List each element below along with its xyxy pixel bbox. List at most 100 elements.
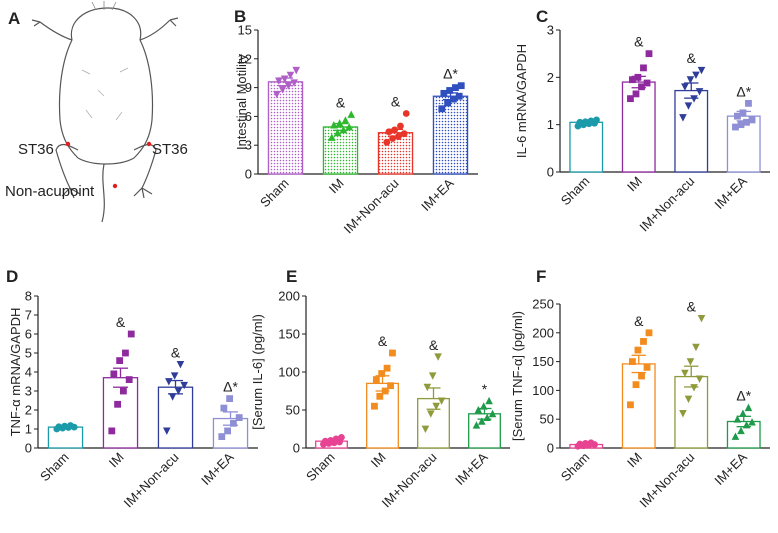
data-point xyxy=(341,116,350,124)
data-point xyxy=(638,372,645,380)
significance-mark: & xyxy=(687,50,697,66)
bar-im-ea xyxy=(726,420,761,449)
data-point xyxy=(737,426,745,435)
data-point xyxy=(455,92,463,100)
data-point xyxy=(383,364,391,372)
data-point xyxy=(387,382,394,390)
significance-mark: & xyxy=(634,313,644,329)
x-category-label: IM xyxy=(106,450,127,471)
data-point xyxy=(629,76,636,84)
data-point xyxy=(371,402,378,410)
data-point xyxy=(163,427,171,435)
significance-mark: & xyxy=(687,298,697,314)
data-point xyxy=(593,116,600,124)
data-point xyxy=(400,130,408,138)
data-point xyxy=(114,400,122,408)
data-point xyxy=(286,71,295,80)
data-point xyxy=(273,90,281,99)
data-point xyxy=(224,427,232,435)
x-category-label: IM+Non-acu xyxy=(121,450,182,511)
significance-mark: * xyxy=(482,381,488,397)
data-point xyxy=(582,439,589,447)
panel-letter-a: A xyxy=(8,9,20,28)
y-tick-label: 5 xyxy=(25,346,32,361)
x-category-label: IM+EA xyxy=(711,449,750,488)
data-point xyxy=(333,128,342,137)
data-point xyxy=(220,404,228,412)
label-non-acupoint: Non-acupoint xyxy=(5,183,95,200)
data-point xyxy=(108,427,116,435)
data-point xyxy=(483,413,491,421)
significance-mark: & xyxy=(336,94,346,110)
data-point xyxy=(582,118,589,126)
x-category-label: IM+Non-acu xyxy=(341,176,402,237)
data-point xyxy=(627,401,634,409)
y-tick-label: 2 xyxy=(25,403,32,418)
y-tick-label: 0 xyxy=(293,441,300,456)
data-point xyxy=(632,381,640,389)
y-tick-label: 3 xyxy=(547,23,554,38)
data-point xyxy=(748,116,756,124)
x-category-label: IM+EA xyxy=(418,175,457,214)
data-point xyxy=(278,86,287,94)
data-point xyxy=(389,349,396,357)
x-category-label: IM+EA xyxy=(452,449,491,488)
x-category-label: IM xyxy=(368,450,389,471)
bar-sham xyxy=(569,121,604,173)
data-point xyxy=(692,343,700,352)
y-tick-label: 6 xyxy=(245,109,252,124)
significance-mark: Δ* xyxy=(443,66,458,82)
data-point xyxy=(695,375,704,383)
data-point xyxy=(67,422,74,429)
data-point xyxy=(328,133,336,141)
data-point xyxy=(681,83,689,91)
data-point xyxy=(679,410,687,418)
data-point xyxy=(332,435,340,443)
data-point xyxy=(627,95,634,103)
data-point xyxy=(748,418,756,426)
data-point xyxy=(478,417,486,425)
x-category-label: IM+EA xyxy=(198,449,237,488)
x-category-label: Sham xyxy=(257,176,292,211)
panel-letter-e: E xyxy=(286,267,297,286)
data-point xyxy=(690,95,698,103)
y-tick-label: 3 xyxy=(245,138,252,153)
data-point xyxy=(168,393,177,401)
data-point xyxy=(378,370,386,377)
data-point xyxy=(692,71,700,79)
significance-mark: Δ* xyxy=(223,379,238,395)
significance-mark: & xyxy=(116,314,126,330)
data-point xyxy=(397,122,404,130)
data-point xyxy=(638,83,645,91)
data-point xyxy=(576,118,584,126)
data-point xyxy=(394,133,402,140)
data-point xyxy=(446,87,454,94)
y-tick-label: 4 xyxy=(25,365,32,380)
data-point xyxy=(743,118,750,126)
y-tick-label: 6 xyxy=(25,327,32,342)
data-point xyxy=(488,409,497,418)
y-tick-label: 150 xyxy=(278,327,300,342)
y-tick-label: 200 xyxy=(278,289,300,304)
x-category-label: Sham xyxy=(558,450,593,485)
data-point xyxy=(438,105,446,113)
y-tick-label: 50 xyxy=(540,412,554,427)
significance-mark: & xyxy=(391,94,401,110)
y-tick-label: 0 xyxy=(25,441,32,456)
data-point xyxy=(690,384,698,392)
data-point xyxy=(629,358,636,365)
data-point xyxy=(697,315,706,323)
y-tick-label: 0 xyxy=(547,165,554,180)
y-tick-label: 9 xyxy=(245,80,252,95)
x-category-label: Sham xyxy=(558,174,593,209)
data-point xyxy=(385,128,393,136)
significance-mark: & xyxy=(171,344,181,360)
data-point xyxy=(681,369,689,378)
y-axis-label: IL-6 mRNA/GAPDH xyxy=(514,44,529,158)
bar-im-non-acu xyxy=(417,397,450,449)
data-point xyxy=(576,440,584,448)
label-st36-left: ST36 xyxy=(18,141,54,158)
data-point xyxy=(127,330,135,338)
